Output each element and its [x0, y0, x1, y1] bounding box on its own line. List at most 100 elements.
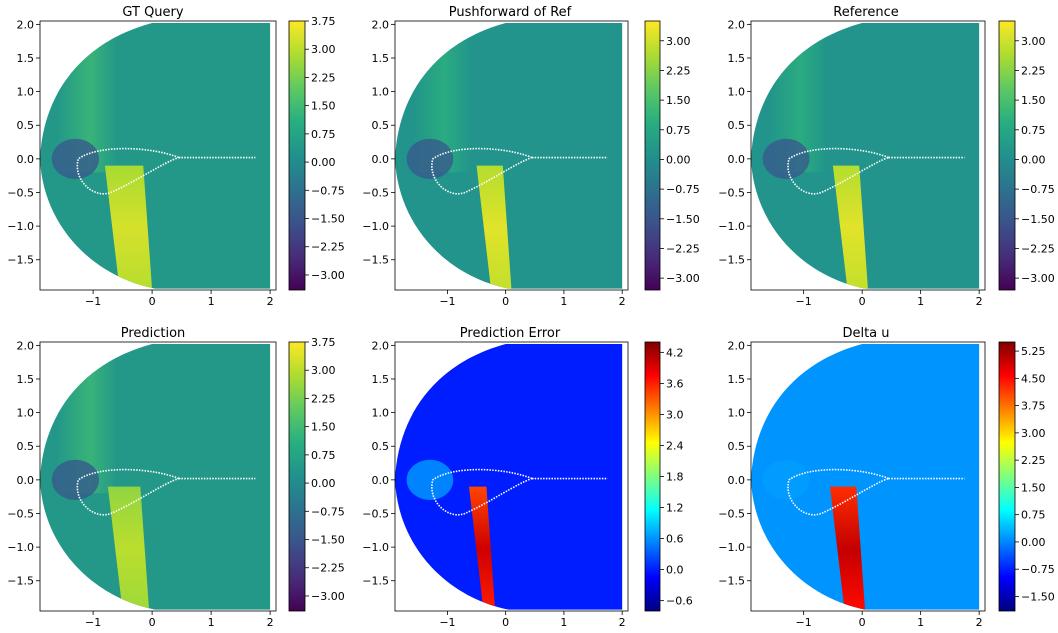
flow-field	[751, 344, 980, 610]
colorbar-tick-label: −1.50	[666, 213, 700, 226]
panel-gt-query: GT Query −1 0 1 2 2.0 1.5 1.0 0.5 0.0 −0.5 −1.0 −1.…	[7, 5, 344, 308]
x-tick-label: −1	[439, 295, 455, 308]
y-tick-label: −1.5	[362, 575, 389, 588]
flow-field	[40, 23, 271, 289]
y-tick-label: 0.5	[17, 440, 35, 453]
colorbar-tick-label: −0.6	[666, 595, 693, 608]
colorbar-tick-label: 0.00	[1021, 536, 1046, 549]
colorbar-tick-label: 0.75	[311, 128, 336, 141]
colorbar-tick-label: −3.00	[1021, 272, 1055, 285]
x-tick-label: 2	[976, 295, 983, 308]
colorbar-tick-label: 1.50	[311, 100, 336, 113]
colorbar-frame	[998, 341, 1016, 612]
y-tick-label: 2.0	[372, 18, 390, 31]
y-tick-label: −1.0	[718, 541, 745, 554]
panel-colorbar: 3.75 3.00 2.25 1.50 0.75 0.00 −0.75 −1.50 −2.25 −…	[288, 336, 345, 612]
low-region	[406, 138, 454, 180]
airfoil-outline	[787, 468, 891, 516]
y-tick-label: 1.5	[372, 373, 390, 386]
y-tick-label: 0.0	[372, 474, 390, 487]
flow-field	[395, 23, 623, 289]
x-tick-label: 2	[976, 616, 983, 629]
y-tick-label: 1.0	[17, 407, 35, 420]
y-tick-label: −1.0	[362, 220, 389, 233]
panel-colorbar: 5.25 4.50 3.75 3.00 2.25 1.50 0.75 0.00 −0.75 −1.…	[998, 341, 1055, 612]
axes-frame	[39, 341, 277, 612]
colorbar-tick-label: −0.75	[666, 183, 700, 196]
x-tick-label: 0	[859, 295, 866, 308]
panel-title: Reference	[833, 5, 898, 20]
colorbar-tick-label: −3.00	[311, 269, 345, 282]
panel-colorbar: 4.2 3.6 3.0 2.4 1.8 1.2 0.6 0.0 −0.6	[644, 341, 693, 612]
y-tick-label: −1.5	[718, 254, 745, 267]
y-tick-label: 2.0	[728, 18, 746, 31]
colorbar-tick-label: 0.75	[1021, 124, 1046, 137]
flow-field	[395, 344, 623, 610]
y-tick-label: 2.0	[17, 18, 35, 31]
x-tick-label: 1	[560, 295, 567, 308]
colorbar-tick-label: 2.25	[1021, 64, 1046, 77]
panel-reference: Reference −1 0 1 22.01.51.00.50.0−0.5−1.0−1…	[718, 5, 1054, 308]
panel-title: Prediction	[121, 326, 186, 341]
y-tick-label: 0.5	[372, 440, 390, 453]
y-tick-label: 0.0	[372, 153, 390, 166]
y-tick-label: 1.0	[728, 86, 746, 99]
y-tick-label: 2.0	[17, 339, 35, 352]
panel-plot: −1 0 1 2 2.0 1.5 1.0 0.5 0.0 −0.5 −1.0 −1.5	[7, 339, 277, 629]
colorbar-tick-label: −0.75	[311, 505, 345, 518]
colorbar-tick-label: 0.00	[311, 477, 336, 490]
y-tick-label: 0.5	[372, 119, 390, 132]
y-tick-label: −0.5	[362, 507, 389, 520]
colorbar-tick-label: 3.00	[666, 35, 691, 48]
panel-colorbar: 3.00 2.25 1.50 0.75 0.00 −0.75 −1.50 −2.25 −3.00	[998, 20, 1055, 291]
low-region	[762, 138, 810, 180]
colorbar-tick-label: 3.75	[311, 336, 336, 349]
shock-band	[832, 165, 868, 289]
y-tick-label: 0.0	[728, 474, 746, 487]
panel-pushforward-of-ref: Pushforward of Ref −1 0 1 22.01.51.00.50.0−…	[362, 5, 699, 308]
panel-delta-u: Delta u −1 0 1 2 2.0 1.5 1.0 0.5 0.0 −0.5 −1.0 −1.5…	[718, 326, 1054, 629]
y-tick-label: −0.5	[362, 186, 389, 199]
y-tick-label: −1.5	[7, 575, 34, 588]
y-tick-label: −1.5	[362, 254, 389, 267]
colorbar-gradient	[999, 21, 1015, 290]
colorbar-tick-label: 1.50	[1021, 94, 1046, 107]
y-tick-label: 1.5	[17, 52, 35, 65]
colorbar-tick-label: 2.25	[1021, 454, 1046, 467]
y-tick-label: 0.5	[728, 119, 746, 132]
colorbar-tick-label: 3.6	[666, 377, 684, 390]
colorbar-tick-label: −0.75	[1021, 183, 1055, 196]
colorbar-tick-label: 3.00	[1021, 35, 1046, 48]
y-tick-label: 2.0	[728, 339, 746, 352]
y-tick-label: 0.5	[728, 440, 746, 453]
colorbar-tick-label: −0.75	[1021, 563, 1055, 576]
colorbar-tick-label: 1.50	[666, 94, 691, 107]
x-tick-label: 1	[208, 616, 215, 629]
axes-frame	[750, 20, 986, 291]
flow-field	[40, 344, 271, 610]
colorbar-gradient	[289, 21, 305, 290]
y-tick-label: 0.0	[17, 474, 35, 487]
colorbar-gradient	[645, 342, 660, 611]
panel-plot: −1 0 1 2 2.0 1.5 1.0 0.5 0.0 −0.5 −1.0 −1.5	[362, 339, 629, 629]
colorbar-tick-label: 3.00	[311, 364, 336, 377]
colorbar-tick-label: 0.00	[311, 156, 336, 169]
low-region	[762, 459, 810, 501]
colorbar-tick-label: 1.50	[1021, 481, 1046, 494]
airfoil-outline	[431, 147, 535, 195]
colorbar-tick-label: 5.25	[1021, 345, 1046, 358]
shock-band	[829, 486, 866, 610]
colorbar-gradient	[645, 21, 660, 290]
colorbar-gradient	[289, 342, 305, 611]
panel-plot: −1 0 1 2 2.0 1.5 1.0 0.5 0.0 −0.5 −1.0 −1.5	[718, 339, 986, 629]
y-tick-label: −1.5	[718, 575, 745, 588]
y-tick-label: −1.0	[7, 220, 34, 233]
panel-title: GT Query	[122, 5, 183, 20]
shock-band	[104, 165, 153, 289]
y-tick-label: 1.0	[728, 407, 746, 420]
y-tick-label: 1.5	[728, 373, 746, 386]
colorbar-tick-label: −2.25	[1021, 242, 1055, 255]
colorbar-tick-label: 2.4	[666, 439, 684, 452]
colorbar-tick-label: −3.00	[311, 590, 345, 603]
